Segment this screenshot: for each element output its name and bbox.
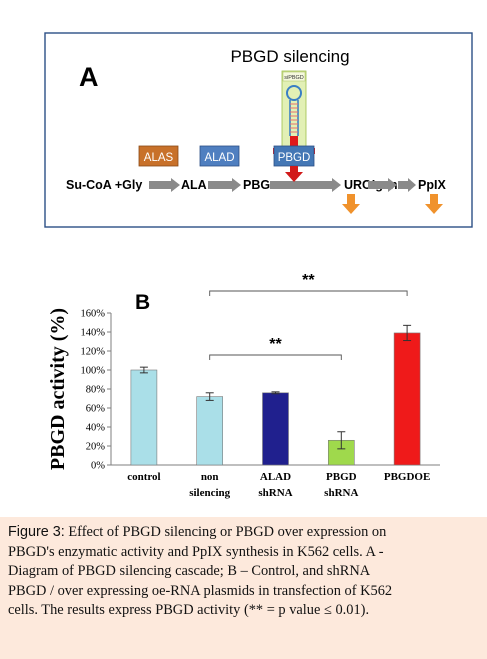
enzyme-pbgd-label: PBGD [278, 152, 311, 164]
y-tick-label: 0% [91, 461, 105, 472]
x-tick-label: PBGDOE [384, 471, 430, 483]
significance-brackets: ** ** [209, 272, 408, 360]
y-tick-label: 20% [86, 442, 106, 453]
block-arrow-icon [285, 166, 303, 182]
significance-label: ** [302, 272, 315, 289]
panel-a-frame [44, 32, 473, 228]
caption-line-1: Figure 3: Effect of PBGD silencing or PB… [8, 523, 479, 543]
panel-b-label: B [135, 291, 150, 314]
bars [130, 324, 421, 466]
enzyme-pbgd: PBGD [273, 145, 315, 167]
x-labels: control non silencing ALAD shRNA PBGD shRNA PBG… [127, 471, 430, 499]
caption-text: Effect of PBGD silencing or PBGD over ex… [64, 524, 387, 540]
y-tick-label: 60% [86, 404, 106, 415]
y-ticks: 0% 20% 40% 60% 80% 100% 120% 140% 160% [81, 309, 111, 472]
caption-lead: Figure 3: [8, 524, 65, 540]
panel-a-title: PBGD silencing [230, 47, 349, 66]
caption-line: PBGD / over expressing oe-RNA plasmids i… [8, 582, 393, 599]
bar [196, 396, 223, 466]
bar [262, 392, 289, 466]
pathway-step: PBG [243, 178, 270, 192]
sirna-label: siPBGD [284, 75, 304, 81]
x-tick-label: ALAD [260, 471, 291, 483]
x-tick-label: non [201, 471, 219, 483]
caption-line: cells. The results express PBGD activity… [8, 602, 370, 618]
arrow-icon [270, 178, 341, 192]
bar [130, 369, 158, 466]
significance-bracket [209, 354, 342, 360]
enzyme-alad: ALAD [199, 145, 240, 167]
y-tick-label: 140% [81, 328, 106, 339]
enzyme-alas: ALAS [138, 145, 179, 167]
orange-down-arrow-icon [425, 194, 443, 214]
arrow-icon [149, 178, 180, 192]
pathway-arrows [149, 178, 416, 192]
bar [393, 332, 421, 466]
caption-line: Diagram of PBGD silencing cascade; B – C… [8, 563, 371, 579]
arrow-icon [368, 178, 397, 192]
pathway-step: PpIX [418, 178, 446, 192]
enzyme-alad-label: ALAD [204, 152, 234, 164]
significance-bracket [209, 290, 408, 296]
x-tick-label: silencing [189, 487, 230, 499]
significance-label: ** [269, 336, 282, 353]
orange-down-arrow-icon [342, 194, 360, 214]
y-tick-label: 120% [81, 347, 106, 358]
pathway-step: ALA [181, 178, 207, 192]
enzyme-alas-label: ALAS [144, 152, 174, 164]
y-tick-label: 80% [86, 385, 106, 396]
x-tick-label: shRNA [258, 487, 292, 499]
figure-caption: Figure 3: Effect of PBGD silencing or PB… [0, 517, 487, 659]
arrow-icon [208, 178, 241, 192]
x-tick-label: shRNA [324, 487, 358, 499]
panel-a-label: A [79, 62, 99, 92]
y-tick-label: 40% [86, 423, 106, 434]
pathway-step: Su-CoA +Gly [66, 178, 142, 192]
y-tick-label: 160% [81, 309, 106, 320]
sirna-hairpin-icon: siPBGD [281, 70, 307, 148]
y-tick-label: 100% [81, 366, 106, 377]
x-tick-label: PBGD [326, 471, 357, 483]
y-axis-label: PBGD activity (%) [47, 308, 69, 470]
caption-line: PBGD's enzymatic activity and PpIX synth… [8, 543, 384, 560]
arrow-icon [398, 178, 416, 192]
x-tick-label: control [127, 471, 160, 483]
panel-a: A PBGD silencing siPBGD [44, 32, 473, 228]
panel-b: B PBGD activity (%) 0% 20% 40% 60% 80% 100% 12… [47, 272, 440, 499]
